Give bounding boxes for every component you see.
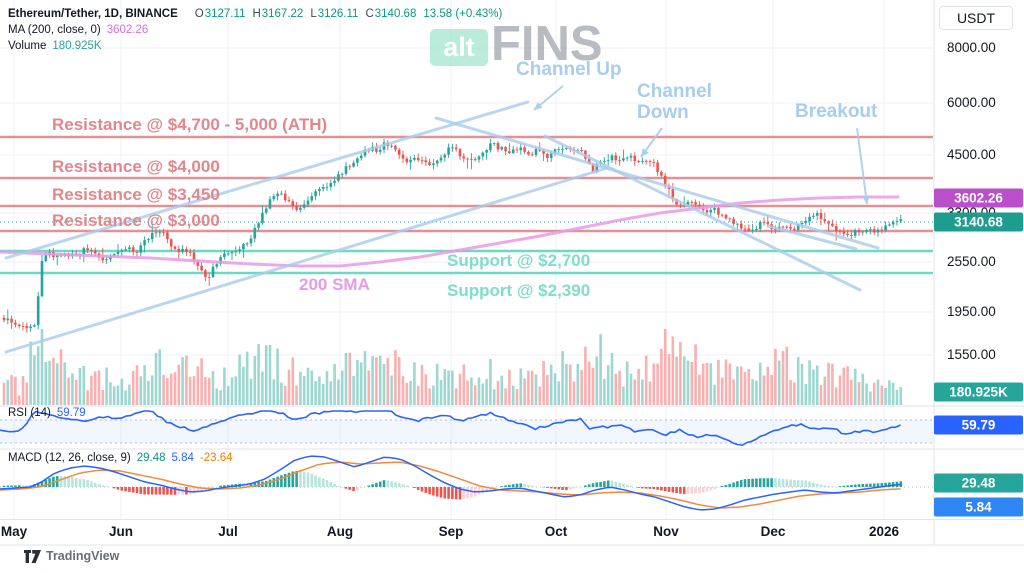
- breakout-arrow: [856, 127, 868, 205]
- price-tick-label: 6000.00: [947, 94, 996, 110]
- time-tick-label: Sep: [438, 524, 464, 539]
- channel-up-upper: [4, 100, 530, 260]
- candlestick-series: [2, 138, 903, 333]
- time-tick-label: Nov: [653, 524, 679, 539]
- price-tick-label: 2550.00: [947, 253, 996, 269]
- grid-lines: [0, 0, 933, 519]
- time-tick-label: Dec: [760, 524, 786, 539]
- trendlines: [4, 100, 880, 354]
- time-tick-label: Jun: [108, 524, 134, 539]
- price-badge: 59.79: [934, 415, 1023, 435]
- price-tick-label: 1950.00: [947, 303, 996, 319]
- price-badge: 180.925K: [934, 382, 1023, 402]
- time-tick-label: Oct: [544, 524, 568, 539]
- sma-200-line: [0, 195, 900, 268]
- tradingview-logo-icon: [24, 549, 41, 563]
- channel-down-upper: [434, 116, 880, 250]
- breakout-trendline: [766, 224, 858, 251]
- channel-down-lower: [543, 134, 862, 292]
- volume-series: [2, 329, 903, 405]
- price-badge: 3602.26: [934, 188, 1023, 208]
- price-badge: 29.48: [934, 473, 1023, 493]
- price-tick-label: 4500.00: [947, 146, 996, 162]
- currency-button[interactable]: USDT: [939, 6, 1013, 30]
- pane-borders: [0, 0, 1024, 546]
- price-badge: 3140.68: [934, 212, 1023, 232]
- time-tick-label: May: [0, 524, 28, 539]
- tradingview-wordmark: TradingView: [46, 549, 120, 563]
- channel-up-lower: [4, 166, 609, 354]
- price-tick-label: 1550.00: [947, 346, 996, 362]
- macd-signal-line: [0, 461, 901, 509]
- rsi-line: [0, 410, 901, 446]
- time-tick-label: Aug: [326, 524, 354, 539]
- price-badge: 5.84: [934, 497, 1023, 517]
- time-tick-label: 2026: [868, 524, 900, 539]
- macd-line: [0, 455, 901, 511]
- time-tick-label: Jul: [218, 524, 238, 539]
- price-axis[interactable]: USDT 8000.006000.004500.003300.002550.00…: [934, 0, 1024, 545]
- annotation-arrows: [533, 85, 870, 205]
- tradingview-attribution[interactable]: TradingView: [24, 549, 119, 563]
- price-tick-label: 8000.00: [947, 39, 996, 55]
